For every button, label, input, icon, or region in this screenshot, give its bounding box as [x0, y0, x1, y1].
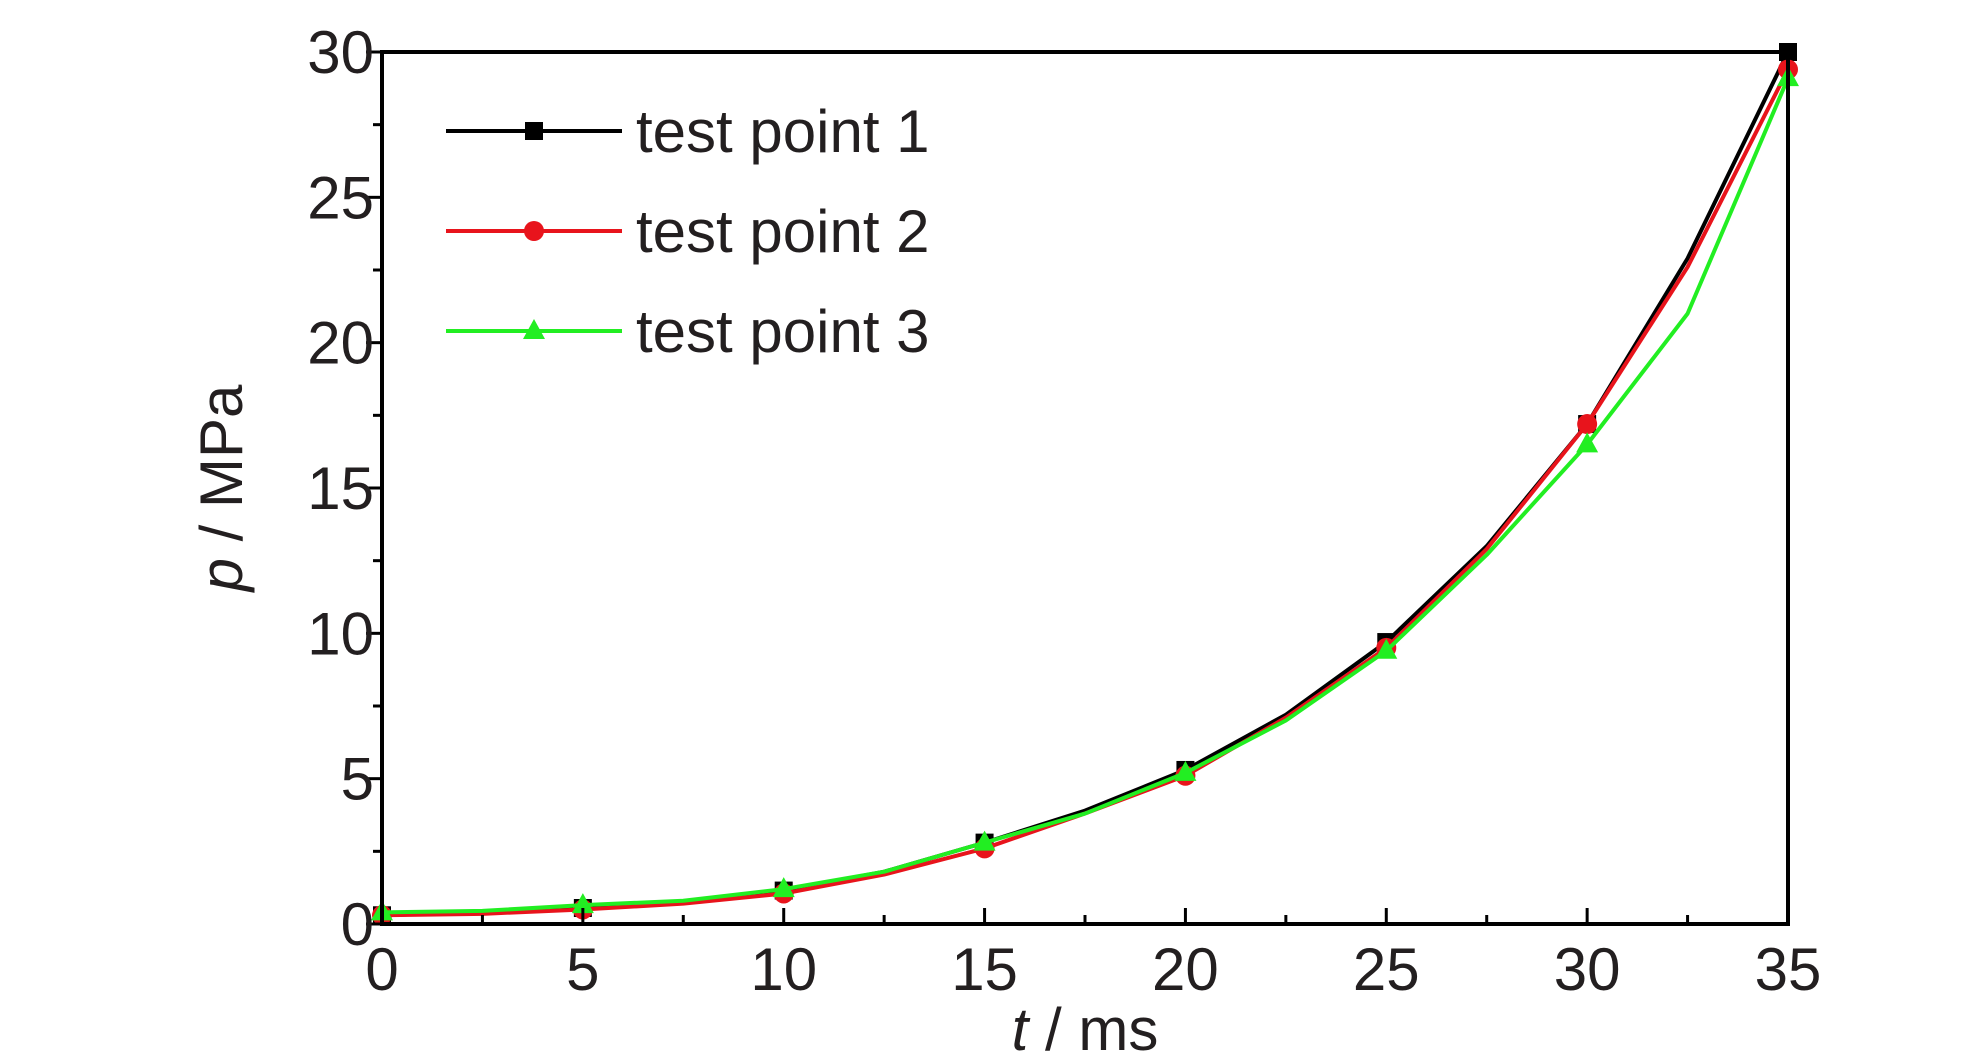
x-tick-label: 25	[1353, 936, 1420, 1003]
marker-triangle	[973, 830, 996, 851]
x-axis-unit: / ms	[1045, 996, 1158, 1063]
series-3	[371, 66, 1799, 921]
y-tick-label: 30	[307, 19, 374, 86]
y-axis-unit: / MPa	[188, 384, 255, 541]
legend-label: test point 2	[636, 198, 930, 265]
marker-triangle	[772, 877, 795, 898]
y-tick-label: 5	[341, 746, 374, 813]
marker-triangle	[1375, 638, 1398, 659]
ticks-layer	[366, 50, 1790, 926]
marker-triangle	[523, 319, 545, 339]
series-2	[372, 59, 1798, 926]
series-layer	[371, 43, 1799, 926]
x-tick-label: 15	[951, 936, 1018, 1003]
y-tick-label: 10	[307, 600, 374, 667]
y-tick-label: 25	[307, 164, 374, 231]
x-axis-var: t	[1012, 996, 1031, 1063]
series-line	[381, 68, 1790, 918]
legend-item-2: test point 2	[446, 198, 930, 265]
marker-triangle	[1576, 432, 1599, 453]
y-axis-var: p	[188, 558, 255, 593]
y-tick-label: 15	[307, 455, 374, 522]
marker-circle	[1577, 414, 1598, 435]
series-line	[381, 77, 1790, 915]
x-tick-label: 30	[1554, 936, 1621, 1003]
x-tick-label: 35	[1755, 936, 1822, 1003]
x-tick-label: 10	[750, 936, 817, 1003]
series-line	[381, 51, 1790, 918]
x-tick-label: 5	[566, 936, 599, 1003]
legend-item-3: test point 3	[446, 298, 930, 365]
legend-item-1: test point 1	[446, 98, 930, 165]
series-1	[373, 43, 1797, 925]
marker-triangle	[1174, 760, 1197, 781]
legend-label: test point 1	[636, 98, 930, 165]
legend: test point 1 test point 2 test point 3	[446, 98, 930, 365]
y-axis-title: p / MPa	[188, 384, 255, 593]
plot-frame	[380, 50, 1790, 926]
legend-label: test point 3	[636, 298, 930, 365]
x-tick-label: 0	[365, 936, 398, 1003]
y-tick-label: 0	[341, 891, 374, 958]
marker-triangle	[571, 893, 594, 914]
x-tick-label: 20	[1152, 936, 1219, 1003]
x-axis-title: t / ms	[1012, 996, 1159, 1063]
marker-circle	[524, 221, 544, 241]
y-tick-label: 20	[307, 310, 374, 377]
tick-labels: 0 5 10 15 20 25 30 35 0 5 10 15 20 25 30	[307, 19, 1821, 1003]
marker-square	[525, 122, 543, 140]
